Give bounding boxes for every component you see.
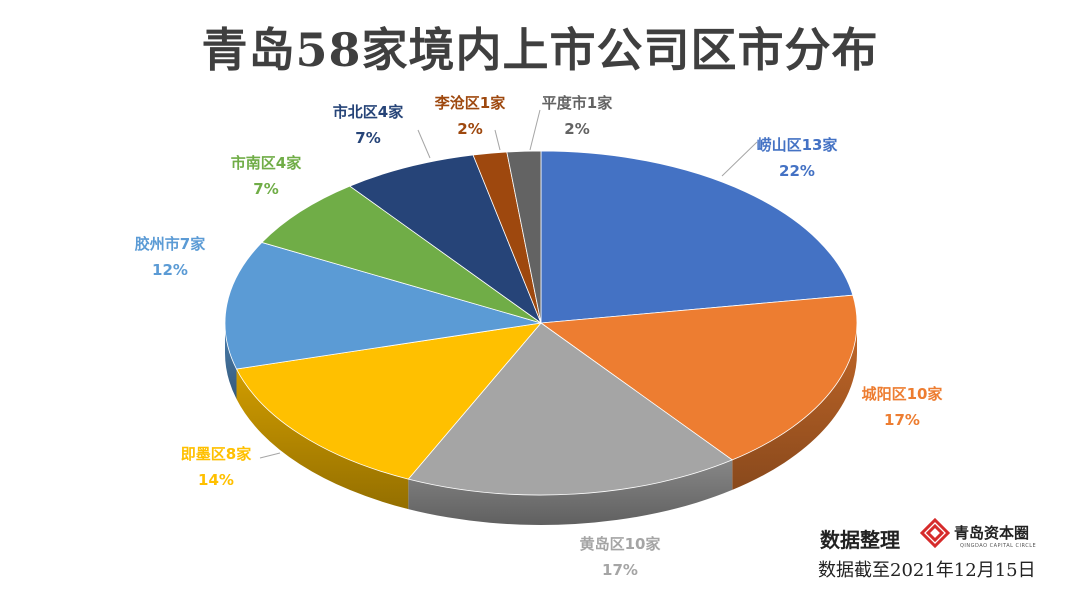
slice-label-2: 黄岛区10家 [580,535,661,553]
leader-line-8 [529,109,541,151]
slice-label-5: 市南区4家 [231,154,301,172]
pie-side-3 [236,369,409,510]
slice-label-6: 市北区4家 [333,103,403,121]
slice-label-3: 即墨区8家 [181,445,251,463]
footer-brand: 青岛资本圈 [954,524,1030,542]
brand-logo-icon [920,518,950,548]
pie-slice-8 [506,150,542,324]
slice-percent-3: 14% [198,471,234,489]
pie-slice-5 [261,185,542,324]
slice-label-8: 平度市1家 [542,94,612,112]
slice-label-1: 城阳区10家 [862,385,943,403]
pie-side-1 [732,323,857,490]
slice-percent-0: 22% [779,162,815,180]
footer-brand-en: QINGDAO CAPITAL CIRCLE [960,543,1037,549]
slice-label-0: 崂山区13家 [757,136,838,154]
slice-percent-2: 17% [602,561,638,579]
chart-title: 青岛58家境内上市公司区市分布 [201,23,879,77]
slice-percent-5: 7% [253,180,278,198]
slice-percent-4: 12% [152,261,188,279]
pie-side-4 [225,323,237,400]
pie-slice-6 [348,154,542,325]
pie-slice-4 [224,241,542,370]
leader-line-7 [494,129,501,151]
slice-percent-7: 2% [457,120,482,138]
slice-label-7: 李沧区1家 [434,94,505,112]
pie-slice-3 [235,322,542,480]
pie-slice-0 [540,150,854,324]
footer-as-of-date: 数据截至2021年12月15日 [818,560,1036,581]
footer-prepared-by: 数据整理 [820,528,900,552]
slice-label-4: 胶州市7家 [135,235,205,253]
leader-line-6 [417,129,431,159]
slice-percent-8: 2% [564,120,589,138]
leader-line-0 [721,141,758,177]
pie-side-2 [408,459,733,525]
pie-slice-1 [539,294,858,461]
slice-percent-1: 17% [884,411,920,429]
slice-percent-6: 7% [355,129,380,147]
leader-line-3 [259,452,281,459]
pie-slice-2 [407,322,734,496]
